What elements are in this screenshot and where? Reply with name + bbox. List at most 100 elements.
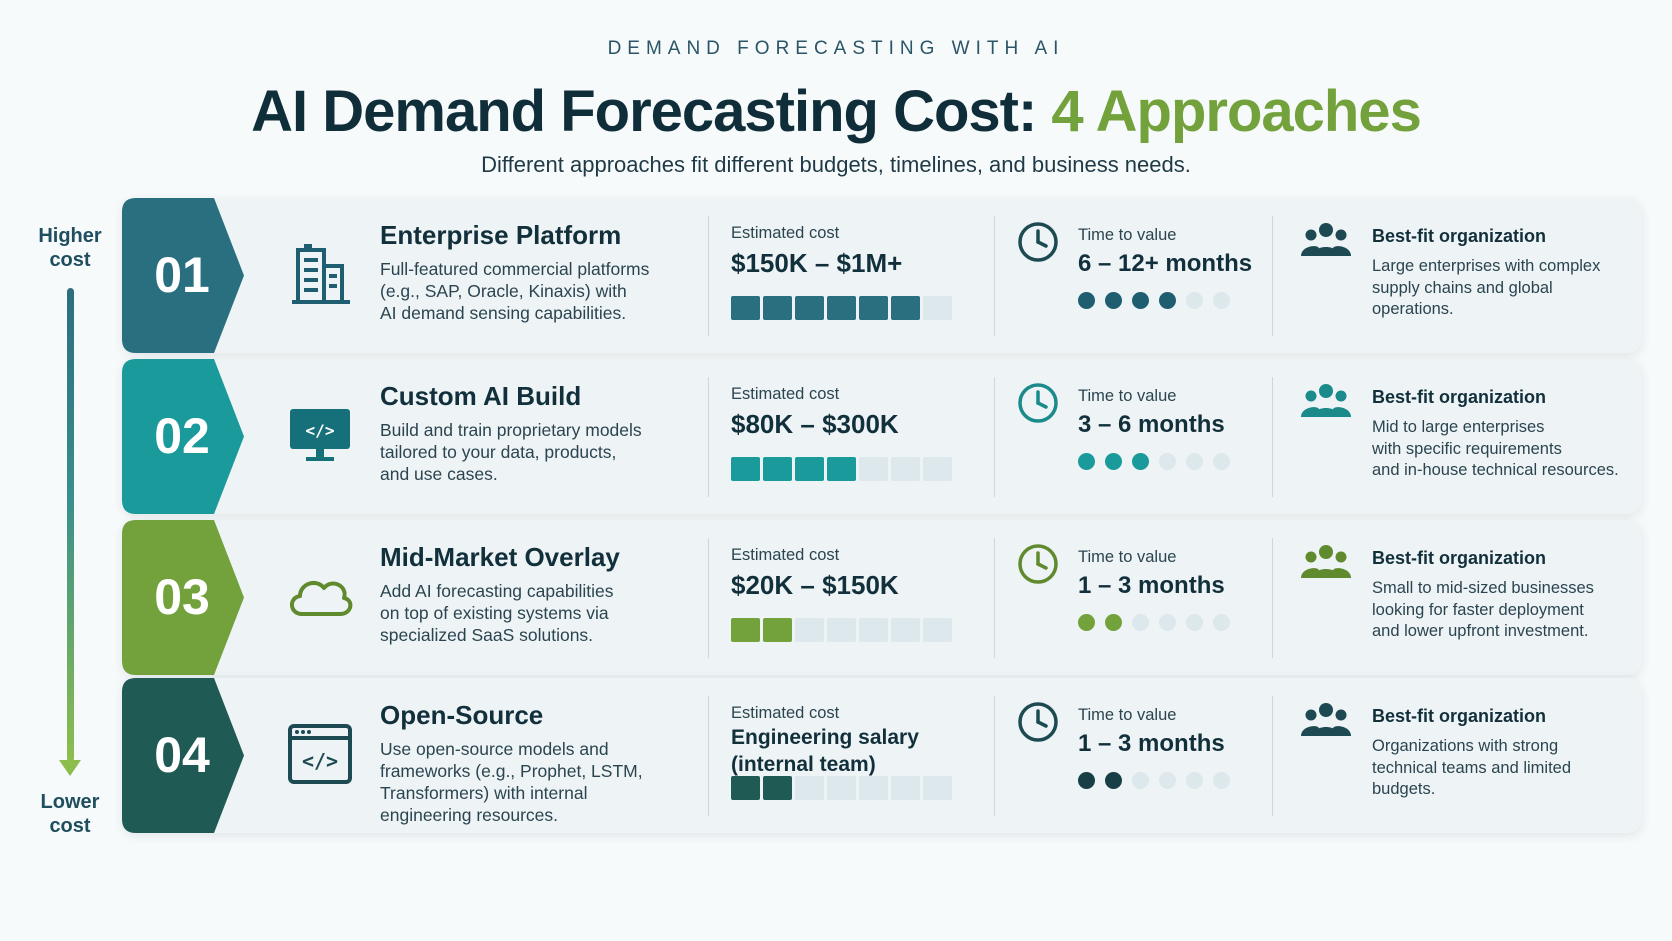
ttv-label: Time to value (1078, 706, 1177, 724)
approach-number: 03 (154, 569, 210, 625)
ttv-dot (1132, 772, 1149, 789)
cost-bar-segment (731, 618, 760, 642)
cost-bar-segment (827, 457, 856, 481)
cost-bar-segment (763, 296, 792, 320)
cost-value: $20K – $150K (731, 570, 899, 600)
cost-label: Estimated cost (731, 704, 840, 722)
column-divider (994, 538, 995, 658)
axis-bottom-line1: Lower (40, 791, 100, 813)
ttv-dot (1159, 292, 1176, 309)
people-icon (1300, 700, 1352, 742)
column-divider (994, 696, 995, 816)
fit-desc-line: supply chains and global (1372, 278, 1553, 297)
fit-label: Best-fit organization (1372, 548, 1546, 568)
cost-bar-segment (827, 776, 856, 800)
approach-desc-line: tailored to your data, products, (380, 442, 617, 462)
ttv-value: 1 – 3 months (1078, 572, 1225, 599)
ttv-dot (1105, 453, 1122, 470)
approach-number: 01 (154, 247, 210, 303)
approach-desc-line: on top of existing systems via (380, 603, 609, 623)
cost-bar-segment (795, 296, 824, 320)
cost-bar-segment (859, 457, 888, 481)
approach-title: Open-Source (380, 700, 544, 730)
cost-axis-line (67, 288, 74, 762)
ttv-dot (1078, 614, 1095, 631)
people-icon (1300, 381, 1352, 423)
axis-bottom-line2: cost (49, 815, 91, 837)
approach-desc-line: (e.g., SAP, Oracle, Kinaxis) with (380, 281, 627, 301)
ttv-dot (1078, 292, 1095, 309)
fit-desc-line: technical teams and limited (1372, 758, 1572, 777)
ttv-value: 1 – 3 months (1078, 730, 1225, 757)
clock-icon (1016, 381, 1060, 425)
fit-desc-line: and in-house technical resources. (1372, 461, 1619, 479)
fit-desc-line: budgets. (1372, 780, 1436, 798)
title-main: AI Demand Forecasting Cost: (251, 79, 1037, 144)
cost-axis-arrow (59, 760, 81, 776)
approach-title: Enterprise Platform (380, 220, 622, 250)
column-divider (1272, 216, 1273, 336)
fit-label: Best-fit organization (1372, 706, 1546, 726)
svg-text:</>: </> (302, 749, 338, 773)
cost-value-line1: Engineering salary (731, 726, 919, 749)
page-title: AI Demand Forecasting Cost: 4 Approaches (0, 78, 1672, 145)
ttv-dots (1078, 292, 1230, 309)
fit-desc-line: Large enterprises with complex (1372, 257, 1601, 275)
fit-label: Best-fit organization (1372, 226, 1546, 246)
cost-bar-segment (731, 296, 760, 320)
approach-desc-line: Use open-source models and (380, 739, 609, 759)
column-divider (708, 377, 709, 497)
approach-description: Build and train proprietary models tailor… (380, 419, 680, 485)
approach-desc-line: frameworks (e.g., Prophet, LSTM, (380, 761, 643, 781)
approach-desc-line: AI demand sensing capabilities. (380, 303, 627, 323)
cost-value: Engineering salary (internal team) (731, 724, 991, 778)
cost-bar-segment (795, 776, 824, 800)
ttv-dots (1078, 614, 1230, 631)
clock-icon (1016, 220, 1060, 264)
ttv-dot (1132, 453, 1149, 470)
axis-bottom-label: Lower cost (22, 790, 118, 838)
clock-icon (1016, 542, 1060, 586)
ttv-dot (1186, 614, 1203, 631)
fit-desc-line: operations. (1372, 300, 1454, 318)
approach-title: Custom AI Build (380, 381, 582, 411)
ttv-dot (1186, 292, 1203, 309)
approach-description: Full-featured commercial platforms (e.g.,… (380, 258, 680, 324)
axis-top-label: Higher cost (22, 224, 118, 272)
approach-number: 04 (154, 727, 210, 783)
ttv-dot (1132, 292, 1149, 309)
cost-bar-segment (763, 618, 792, 642)
approach-title: Mid-Market Overlay (380, 542, 620, 572)
ttv-label: Time to value (1078, 226, 1177, 244)
cost-bar-segment (827, 618, 856, 642)
approach-row-03: 03 Mid-Market Overlay Add AI forecasting c… (122, 520, 1642, 675)
approach-badge: 04 (122, 678, 252, 833)
clock-icon (1016, 700, 1060, 744)
ttv-dot (1213, 772, 1230, 789)
approach-description: Add AI forecasting capabilities on top of… (380, 580, 680, 646)
approach-row-04: 04 </> Open-Source Use open-source models a… (122, 678, 1642, 833)
column-divider (1272, 696, 1273, 816)
eyebrow-heading: DEMAND FORECASTING WITH AI (607, 38, 1065, 59)
column-divider (994, 377, 995, 497)
cost-bar-segment (859, 296, 888, 320)
ttv-dot (1105, 292, 1122, 309)
fit-label: Best-fit organization (1372, 387, 1546, 407)
cost-bar-segment (891, 776, 920, 800)
ttv-dot (1159, 772, 1176, 789)
approach-desc-line: Full-featured commercial platforms (380, 259, 650, 279)
ttv-value: 6 – 12+ months (1078, 250, 1253, 277)
approach-desc-line: and use cases. (380, 464, 498, 484)
column-divider (708, 696, 709, 816)
fit-description: Large enterprises with complex supply cha… (1372, 256, 1632, 321)
cost-bar-segment (859, 776, 888, 800)
cost-bar-segment (923, 457, 952, 481)
approach-row-01: 01 Enterprise Platform Full-featured comme… (122, 198, 1642, 353)
cost-bar (731, 618, 952, 642)
cost-bar-segment (859, 618, 888, 642)
ttv-dot (1186, 772, 1203, 789)
monitor-code-icon: </> (282, 397, 358, 473)
people-icon (1300, 220, 1352, 262)
cost-bar-segment (891, 296, 920, 320)
ttv-dot (1105, 614, 1122, 631)
